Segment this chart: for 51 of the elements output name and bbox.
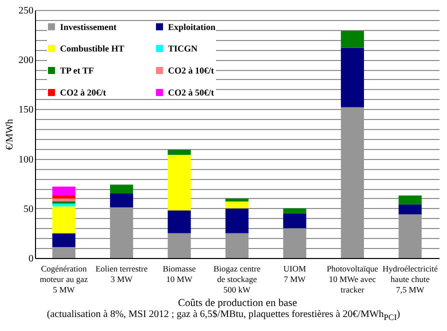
bar (283, 208, 306, 214)
x-tick-label: Eolien terrestre 3 MW (95, 264, 148, 284)
bar (398, 196, 422, 204)
x-tick-label: Photovoltaïque 10 MWe avec tracker (326, 264, 378, 294)
legend-label: Investissement (60, 22, 116, 32)
legend-label: CO2 à 50€/t (168, 88, 214, 98)
bar (340, 30, 364, 48)
bar (52, 196, 76, 198)
bar (52, 186, 76, 196)
x-tick-label: Biomasse 10 MW (162, 264, 196, 284)
bar (168, 150, 191, 155)
bar (168, 210, 191, 234)
bar (168, 233, 191, 258)
bar (225, 201, 249, 208)
bar (52, 233, 76, 248)
y-axis-title: €/MWh (4, 118, 16, 150)
x-tick-label: UIOM 7 MW (283, 264, 306, 284)
legend-label: Exploitation (168, 22, 216, 32)
bar (110, 184, 134, 194)
legend-label: CO2 à 20€/t (60, 88, 106, 98)
legend-label: Combustible HT (60, 44, 124, 54)
bar (168, 154, 191, 210)
y-tick-label: 200 (18, 55, 34, 66)
x-axis-title: Coûts de production en base (178, 298, 298, 309)
legend-label: TP et TF (60, 66, 94, 76)
y-tick-label: 100 (18, 154, 34, 166)
bar (340, 48, 364, 108)
bar (52, 206, 76, 234)
y-tick-label: 50 (24, 204, 34, 215)
text: (actualisation à 8%, MSI 2012 ; gaz à 6,5$/MBtu, plaquettes forestières à 20€/MWh$_{PCI}$) (46, 309, 402, 323)
bar (110, 207, 134, 258)
bar (398, 214, 422, 258)
y-tick-label: 0 (28, 254, 34, 264)
bar (225, 198, 249, 202)
bar (52, 247, 76, 258)
x-tick-label: Biogaz centre de stockage 500 kW (214, 264, 261, 294)
bar (283, 213, 306, 228)
x-tick-label: Hydroélectricité haute chute 7,5 MW (382, 264, 438, 294)
bar (340, 107, 364, 258)
bar (52, 203, 76, 206)
bar (52, 198, 76, 202)
bar (398, 204, 422, 214)
bar (225, 233, 249, 258)
legend-label: TICGN (168, 44, 198, 54)
x-tick-label: Cogénération moteur au gaz 5 MW (40, 264, 88, 294)
bar (283, 228, 306, 258)
bar (225, 208, 249, 234)
y-tick-label: 250 (18, 6, 34, 16)
bar (110, 194, 134, 208)
y-tick-label: 150 (18, 104, 34, 116)
legend-label: CO2 à 10€/t (168, 66, 214, 76)
